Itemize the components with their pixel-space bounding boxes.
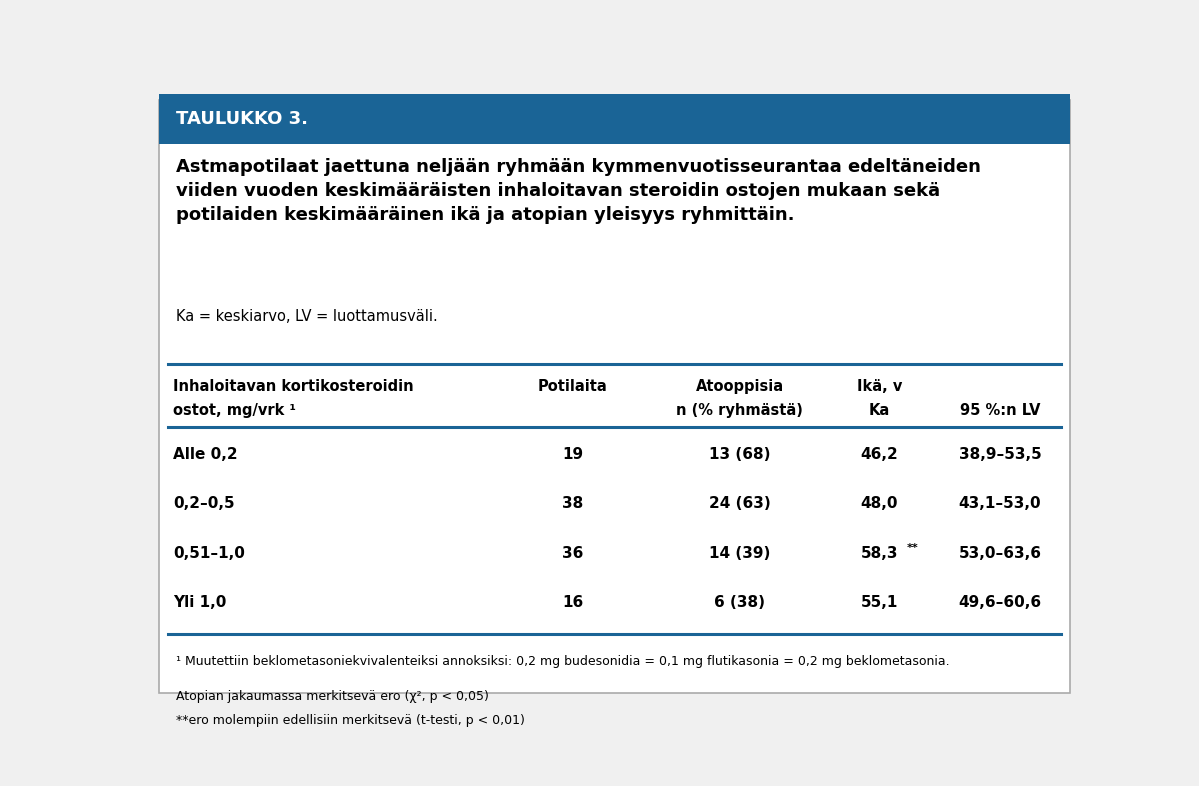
Text: ¹ Muutettiin beklometasoniekvivalenteiksi annoksiksi: 0,2 mg budesonidia = 0,1 m: ¹ Muutettiin beklometasoniekvivalenteiks… [176,656,950,668]
Text: Atopian jakaumassa merkitsevä ero (χ², p < 0,05): Atopian jakaumassa merkitsevä ero (χ², p… [176,690,489,703]
Text: Ka: Ka [869,403,890,418]
Text: Potilaita: Potilaita [538,379,608,394]
Text: 58,3: 58,3 [861,545,898,561]
Text: **ero molempiin edellisiin merkitsevä (t-testi, p < 0,01): **ero molempiin edellisiin merkitsevä (t… [176,714,525,727]
Text: 0,51–1,0: 0,51–1,0 [173,545,245,561]
Text: Alle 0,2: Alle 0,2 [173,446,237,461]
Text: 55,1: 55,1 [861,596,898,611]
Text: TAULUKKO 3.: TAULUKKO 3. [176,110,308,128]
Text: 48,0: 48,0 [861,496,898,511]
Text: Astmapotilaat jaettuna neljään ryhmään kymmenvuotisseurantaa edeltäneiden
viiden: Astmapotilaat jaettuna neljään ryhmään k… [176,158,981,225]
Text: 38,9–53,5: 38,9–53,5 [959,446,1042,461]
Text: 24 (63): 24 (63) [709,496,771,511]
Text: 53,0–63,6: 53,0–63,6 [959,545,1042,561]
FancyBboxPatch shape [159,94,1070,144]
Text: 43,1–53,0: 43,1–53,0 [959,496,1042,511]
Text: Atooppisia: Atooppisia [695,379,784,394]
Text: Yli 1,0: Yli 1,0 [173,596,227,611]
Text: 95 %:n LV: 95 %:n LV [960,403,1041,418]
Text: 36: 36 [562,545,584,561]
Text: 38: 38 [562,496,583,511]
Text: **: ** [908,543,918,553]
Text: 6 (38): 6 (38) [715,596,765,611]
Text: Ka = keskiarvo, LV = luottamusväli.: Ka = keskiarvo, LV = luottamusväli. [176,309,438,324]
Text: 49,6–60,6: 49,6–60,6 [958,596,1042,611]
Text: n (% ryhmästä): n (% ryhmästä) [676,403,803,418]
FancyBboxPatch shape [159,101,1070,693]
Text: 14 (39): 14 (39) [710,545,771,561]
Text: 19: 19 [562,446,583,461]
Text: Inhaloitavan kortikosteroidin: Inhaloitavan kortikosteroidin [173,379,414,394]
Text: 16: 16 [562,596,583,611]
Text: 0,2–0,5: 0,2–0,5 [173,496,235,511]
Text: 46,2: 46,2 [861,446,898,461]
Text: ostot, mg/vrk ¹: ostot, mg/vrk ¹ [173,403,296,418]
Text: Ikä, v: Ikä, v [856,379,902,394]
Text: 13 (68): 13 (68) [709,446,771,461]
